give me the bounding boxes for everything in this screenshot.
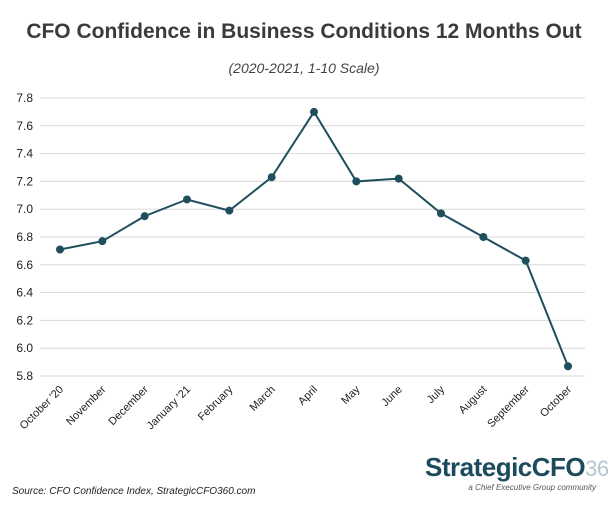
x-tick-label: February (196, 383, 236, 423)
data-point (521, 256, 530, 265)
x-tick-label: March (248, 384, 278, 414)
y-tick-label: 6.8 (16, 230, 33, 244)
data-point (140, 212, 149, 221)
series-line (59, 110, 569, 367)
y-tick-label: 7.0 (16, 202, 33, 216)
data-point (225, 206, 234, 215)
y-tick-label: 7.8 (16, 91, 33, 105)
x-tick-label: October '20 (18, 384, 66, 432)
data-point (56, 245, 64, 254)
x-tick-label: June (379, 384, 404, 409)
logo-tagline: a Chief Executive Group community (468, 483, 596, 492)
x-tick-label: July (425, 383, 448, 406)
x-tick-label: January '21 (145, 384, 193, 432)
x-tick-label: November (64, 383, 109, 428)
x-tick-label: September (485, 383, 532, 430)
data-point (564, 362, 572, 371)
x-tick-label: April (296, 384, 320, 408)
data-point (267, 173, 276, 182)
y-tick-label: 6.0 (16, 341, 33, 355)
x-tick-label: May (339, 383, 363, 407)
x-tick-label: December (106, 383, 151, 428)
logo-text: StrategicCFO (425, 452, 586, 482)
data-point (183, 195, 191, 204)
x-tick-label: October (538, 383, 574, 419)
y-tick-label: 7.6 (16, 119, 33, 133)
y-tick-label: 7.2 (16, 174, 33, 188)
data-point (479, 233, 488, 241)
y-tick-label: 6.4 (16, 286, 33, 300)
source-note: Source: CFO Confidence Index, StrategicC… (12, 486, 256, 497)
data-point (394, 174, 403, 183)
y-tick-label: 5.8 (16, 369, 33, 383)
data-point (437, 209, 445, 218)
brand-logo: StrategicCFO360 a Chief Executive Group … (425, 452, 608, 492)
chart-title: CFO Confidence in Business Conditions 12… (26, 20, 582, 43)
x-tick-label: August (457, 384, 490, 417)
data-point (352, 177, 361, 186)
y-tick-label: 7.4 (16, 147, 33, 161)
logo-number: 360 (585, 456, 608, 481)
y-tick-label: 6.2 (16, 313, 33, 327)
y-tick-label: 6.6 (16, 258, 33, 272)
data-point (310, 107, 318, 116)
chart-subtitle: (2020-2021, 1-10 Scale) (228, 60, 380, 76)
data-point (98, 237, 107, 246)
